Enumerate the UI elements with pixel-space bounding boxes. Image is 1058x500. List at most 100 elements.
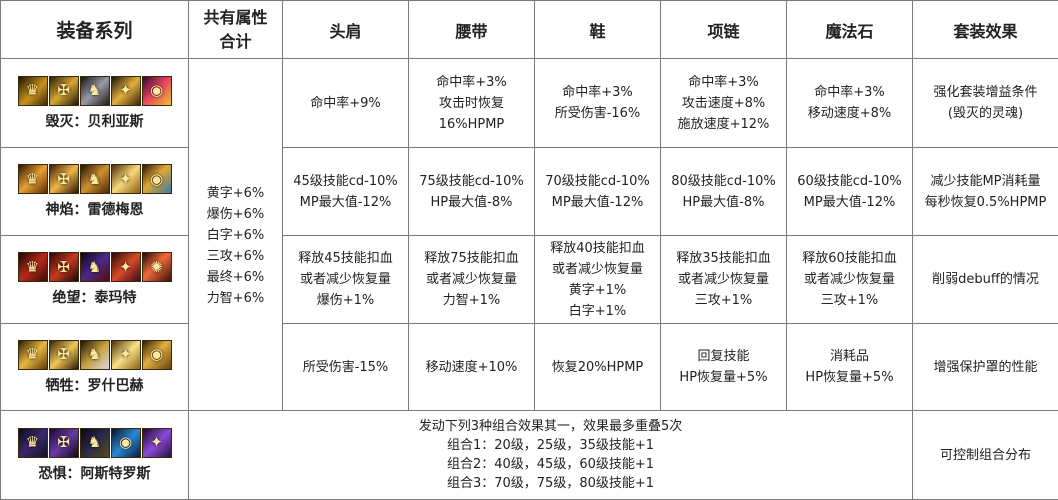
necklace-cell: 命中率+3% 攻击速度+8% 施放速度+12% xyxy=(661,59,787,148)
armor-icon: ✠ xyxy=(49,76,79,106)
set-name: 神焰：雷德梅恩 xyxy=(5,200,184,221)
cell-line: 攻击时恢复 xyxy=(409,93,534,114)
shared-attr-item: 三攻+6% xyxy=(189,246,282,267)
necklace-cell: 释放35技能扣血 或者减少恢复量 三攻+1% xyxy=(661,236,787,324)
flame-helmet-icon: ♛ xyxy=(18,164,48,194)
header-necklace: 项链 xyxy=(661,1,787,59)
header-shoulder: 头肩 xyxy=(283,1,409,59)
shared-attr-item: 爆伤+6% xyxy=(189,204,282,225)
cell-line: 或者减少恢复量 xyxy=(409,269,534,290)
dark-star-icon: ✺ xyxy=(142,252,172,282)
gold-boots-icon: ♞ xyxy=(80,340,110,370)
cell-line: MP最大值-12% xyxy=(535,192,660,213)
set-cell: ♛ ✠ ♞ ✦ ◉ 神焰：雷德梅恩 xyxy=(1,148,189,236)
necklace-cell: 回复技能 HP恢复量+5% xyxy=(661,324,787,411)
gold-wings-icon: ✦ xyxy=(111,340,141,370)
set-icons: ♛ ✠ ♞ ✦ ◉ xyxy=(5,164,184,194)
shadow-helmet-icon: ♛ xyxy=(18,428,48,458)
cell-line: 削弱debuff的情况 xyxy=(913,269,1058,290)
cell-line: 70级技能cd-10% xyxy=(535,171,660,192)
cell-line: 攻击速度+8% xyxy=(661,93,786,114)
shoulder-cell: 释放45技能扣血 或者减少恢复量 爆伤+1% xyxy=(283,236,409,324)
flame-wings-icon: ✦ xyxy=(111,164,141,194)
cell-line: 三攻+1% xyxy=(787,290,912,311)
header-shared-attr-line2: 合计 xyxy=(189,30,282,54)
cell-line: MP最大值-12% xyxy=(787,192,912,213)
shoes-cell: 恢复20%HPMP xyxy=(535,324,661,411)
gold-shield-icon: ◉ xyxy=(142,340,172,370)
combo-effect-cell: 发动下列3种组合效果其一，效果最多重叠5次 组合1：20级，25级，35级技能+… xyxy=(189,411,913,500)
cell-line: 释放45技能扣血 xyxy=(283,248,408,269)
set-row-fear: ♛ ✠ ♞ ◉ ✦ 恐惧：阿斯特罗斯 发动下列3种组合效果其一，效果最多重叠5次… xyxy=(1,411,1058,500)
cell-line: HP最大值-8% xyxy=(661,192,786,213)
cell-line: 或者减少恢复量 xyxy=(661,269,786,290)
cell-line: HP恢复量+5% xyxy=(787,367,912,388)
header-set-effect: 套装效果 xyxy=(913,1,1058,59)
set-row-destruction: ♛ ✠ ♞ ✦ ◉ 毁灭：贝利亚斯 黄字+6% 爆伤+6% 白字+6% 三攻+6… xyxy=(1,59,1058,148)
cell-line: 或者减少恢复量 xyxy=(535,259,660,280)
set-icons: ♛ ✠ ♞ ✦ ✺ xyxy=(5,252,184,282)
magic-stone-cell: 60级技能cd-10% MP最大值-12% xyxy=(787,148,913,236)
set-effect-cell: 削弱debuff的情况 xyxy=(913,236,1058,324)
set-effect-cell: 强化套装增益条件 (毁灭的灵魂) xyxy=(913,59,1058,148)
dark-armor-icon: ✠ xyxy=(49,252,79,282)
cell-line: 增强保护罩的性能 xyxy=(913,357,1058,378)
belt-cell: 移动速度+10% xyxy=(409,324,535,411)
cell-line: MP最大值-12% xyxy=(283,192,408,213)
belt-cell: 释放75技能扣血 或者减少恢复量 力智+1% xyxy=(409,236,535,324)
magic-stone-cell: 释放60技能扣血 或者减少恢复量 三攻+1% xyxy=(787,236,913,324)
cell-line: 命中率+3% xyxy=(787,82,912,103)
cell-line: 或者减少恢复量 xyxy=(283,269,408,290)
set-row-sacrifice: ♛ ✠ ♞ ✦ ◉ 牺牲：罗什巴赫 所受伤害-15% 移动速度+10% 恢复20… xyxy=(1,324,1058,411)
cell-line: 释放75技能扣血 xyxy=(409,248,534,269)
shoulder-cell: 45级技能cd-10% MP最大值-12% xyxy=(283,148,409,236)
set-name: 毁灭：贝利亚斯 xyxy=(5,112,184,133)
header-row: 装备系列 共有属性 合计 头肩 腰带 鞋 项链 魔法石 套装效果 xyxy=(1,1,1058,59)
cell-line: 消耗品 xyxy=(787,346,912,367)
set-name: 牺牲：罗什巴赫 xyxy=(5,376,184,397)
cell-line: 白字+1% xyxy=(535,301,660,322)
cell-line: 命中率+9% xyxy=(283,93,408,114)
cell-line: HP最大值-8% xyxy=(409,192,534,213)
cell-line: 恢复20%HPMP xyxy=(535,357,660,378)
set-icons: ♛ ✠ ♞ ◉ ✦ xyxy=(5,428,184,458)
cell-line: 命中率+3% xyxy=(661,72,786,93)
header-shoes: 鞋 xyxy=(535,1,661,59)
cell-line: 爆伤+1% xyxy=(283,290,408,311)
magic-stone-cell: 命中率+3% 移动速度+8% xyxy=(787,59,913,148)
combo-intro: 发动下列3种组合效果其一，效果最多重叠5次 xyxy=(189,417,912,436)
cell-line: 60级技能cd-10% xyxy=(787,171,912,192)
cell-line: 黄字+1% xyxy=(535,280,660,301)
set-cell: ♛ ✠ ♞ ✦ ◉ 牺牲：罗什巴赫 xyxy=(1,324,189,411)
shoulder-cell: 所受伤害-15% xyxy=(283,324,409,411)
cell-line: 45级技能cd-10% xyxy=(283,171,408,192)
dark-boots-icon: ♞ xyxy=(80,252,110,282)
cell-line: 命中率+3% xyxy=(409,72,534,93)
cell-line: (毁灭的灵魂) xyxy=(913,103,1058,124)
set-effect-cell: 减少技能MP消耗量 每秒恢复0.5%HPMP xyxy=(913,148,1058,236)
cell-line: 三攻+1% xyxy=(661,290,786,311)
cell-line: 16%HPMP xyxy=(409,114,534,135)
cell-line: 可控制组合分布 xyxy=(913,445,1058,466)
cell-line: 所受伤害-16% xyxy=(535,103,660,124)
cell-line: 移动速度+10% xyxy=(409,357,534,378)
cell-line: HP恢复量+5% xyxy=(661,367,786,388)
shoulder-cell: 命中率+9% xyxy=(283,59,409,148)
belt-cell: 75级技能cd-10% HP最大值-8% xyxy=(409,148,535,236)
boots-icon: ♞ xyxy=(80,76,110,106)
shoes-cell: 70级技能cd-10% MP最大值-12% xyxy=(535,148,661,236)
cell-line: 减少技能MP消耗量 xyxy=(913,171,1058,192)
set-effect-cell: 增强保护罩的性能 xyxy=(913,324,1058,411)
set-icons: ♛ ✠ ♞ ✦ ◉ xyxy=(5,340,184,370)
set-icons: ♛ ✠ ♞ ✦ ◉ xyxy=(5,76,184,106)
set-cell: ♛ ✠ ♞ ✦ ◉ 毁灭：贝利亚斯 xyxy=(1,59,189,148)
combo-line: 组合2：40级，45级，60级技能+1 xyxy=(189,455,912,474)
cell-line: 80级技能cd-10% xyxy=(661,171,786,192)
set-cell: ♛ ✠ ♞ ◉ ✦ 恐惧：阿斯特罗斯 xyxy=(1,411,189,500)
cell-line: 75级技能cd-10% xyxy=(409,171,534,192)
header-belt: 腰带 xyxy=(409,1,535,59)
necklace-cell: 80级技能cd-10% HP最大值-8% xyxy=(661,148,787,236)
magic-stone-cell: 消耗品 HP恢复量+5% xyxy=(787,324,913,411)
set-effect-cell: 可控制组合分布 xyxy=(913,411,1058,500)
cell-line: 释放35技能扣血 xyxy=(661,248,786,269)
